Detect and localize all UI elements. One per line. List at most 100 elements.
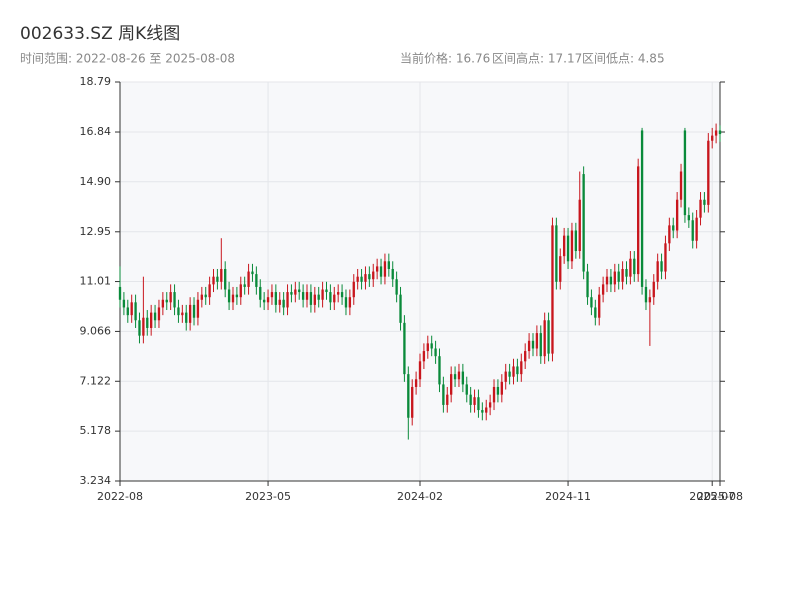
candle-body [527,340,531,352]
candle-body [481,410,484,413]
candle-body [344,297,348,308]
candle-body [239,284,242,298]
candle-body [130,302,133,316]
candle-body [247,271,250,287]
candle-body [703,199,706,205]
y-tick-label: 12.95 [80,225,112,238]
candle-body [644,286,648,303]
candle-body [718,130,722,135]
candle-body [157,307,161,321]
candle-body [512,366,515,377]
candle-body [122,299,126,308]
candle-body [340,292,344,298]
candle-body [118,286,122,300]
candle-body [598,294,601,318]
chart-subtitle: 时间范围: 2022-08-26 至 2025-08-08 [20,52,235,66]
candle-body [411,386,414,418]
x-tick-label: 2024-02 [397,490,443,503]
candle-body [465,384,468,395]
candle-body [574,230,578,252]
info-low: 区间低点: 4.85 [582,52,665,66]
info-price: 当前价格: 16.76 [400,51,490,66]
candle-body [169,292,172,303]
candle-body [504,371,507,382]
candle-body [364,274,367,282]
candle-body [457,371,461,380]
candle-body [309,292,313,305]
candle-body [637,166,640,275]
x-tick-label: 2025-08 [697,490,743,503]
candle-body [134,302,137,321]
candle-body [204,294,207,298]
candle-body [613,271,616,285]
candle-body [317,294,320,300]
candle-body [200,294,203,300]
candle-body [683,130,687,216]
candle-body [356,276,359,282]
candle-body [551,225,554,354]
candle-body [185,312,188,323]
info-high: 区间高点: 17.17 [492,51,582,66]
candle-body [192,304,196,318]
candle-body [621,268,624,282]
candle-body [625,268,628,277]
candle-body [407,374,410,418]
candle-body [640,130,644,287]
candle-body [496,386,500,395]
candle-body [477,397,480,411]
candle-body [395,279,398,295]
candle-body [695,217,698,241]
candle-body [333,294,336,303]
candle-body [150,312,153,328]
y-tick-label: 11.01 [80,275,112,288]
candle-body [566,235,570,262]
y-tick-label: 18.79 [80,75,112,88]
candle-body [387,261,390,269]
y-tick-label: 14.90 [80,175,112,188]
candle-body [181,312,184,316]
candle-body [485,407,488,413]
candle-body [325,289,328,293]
candle-body [555,225,558,282]
candle-body [337,292,340,295]
candle-body [188,304,192,323]
candle-body [372,271,375,280]
candle-body [660,261,663,272]
candle-body [675,199,679,231]
candle-body [594,307,597,318]
candle-body [266,297,270,303]
candle-body [352,281,355,298]
y-tick-label: 7.122 [80,374,112,387]
candle-body [153,312,157,321]
candle-body [329,292,332,303]
candle-body [434,348,437,357]
candle-body [251,271,254,275]
x-tick-label: 2024-11 [545,490,591,503]
candle-body [699,199,702,218]
candle-body [430,343,433,349]
candle-body [301,292,305,300]
candle-body [422,351,426,362]
candle-body [582,174,585,272]
candle-body [664,243,667,272]
candle-body [656,261,659,282]
candle-body [313,294,316,305]
candle-body [399,294,402,323]
candle-body [368,274,371,280]
candle-body [403,322,406,375]
candle-body [383,261,387,277]
candle-body [274,292,278,305]
y-tick-label: 3.234 [80,474,112,487]
candle-body [290,292,293,295]
candle-body [691,220,694,241]
candle-body [360,276,363,282]
candle-body [711,135,714,141]
candle-body [418,361,422,380]
candle-body [146,317,149,328]
candle-body [161,299,165,308]
candle-body [165,299,168,303]
candle-body [450,374,453,395]
candle-body [414,379,418,387]
candle-body [707,140,710,205]
